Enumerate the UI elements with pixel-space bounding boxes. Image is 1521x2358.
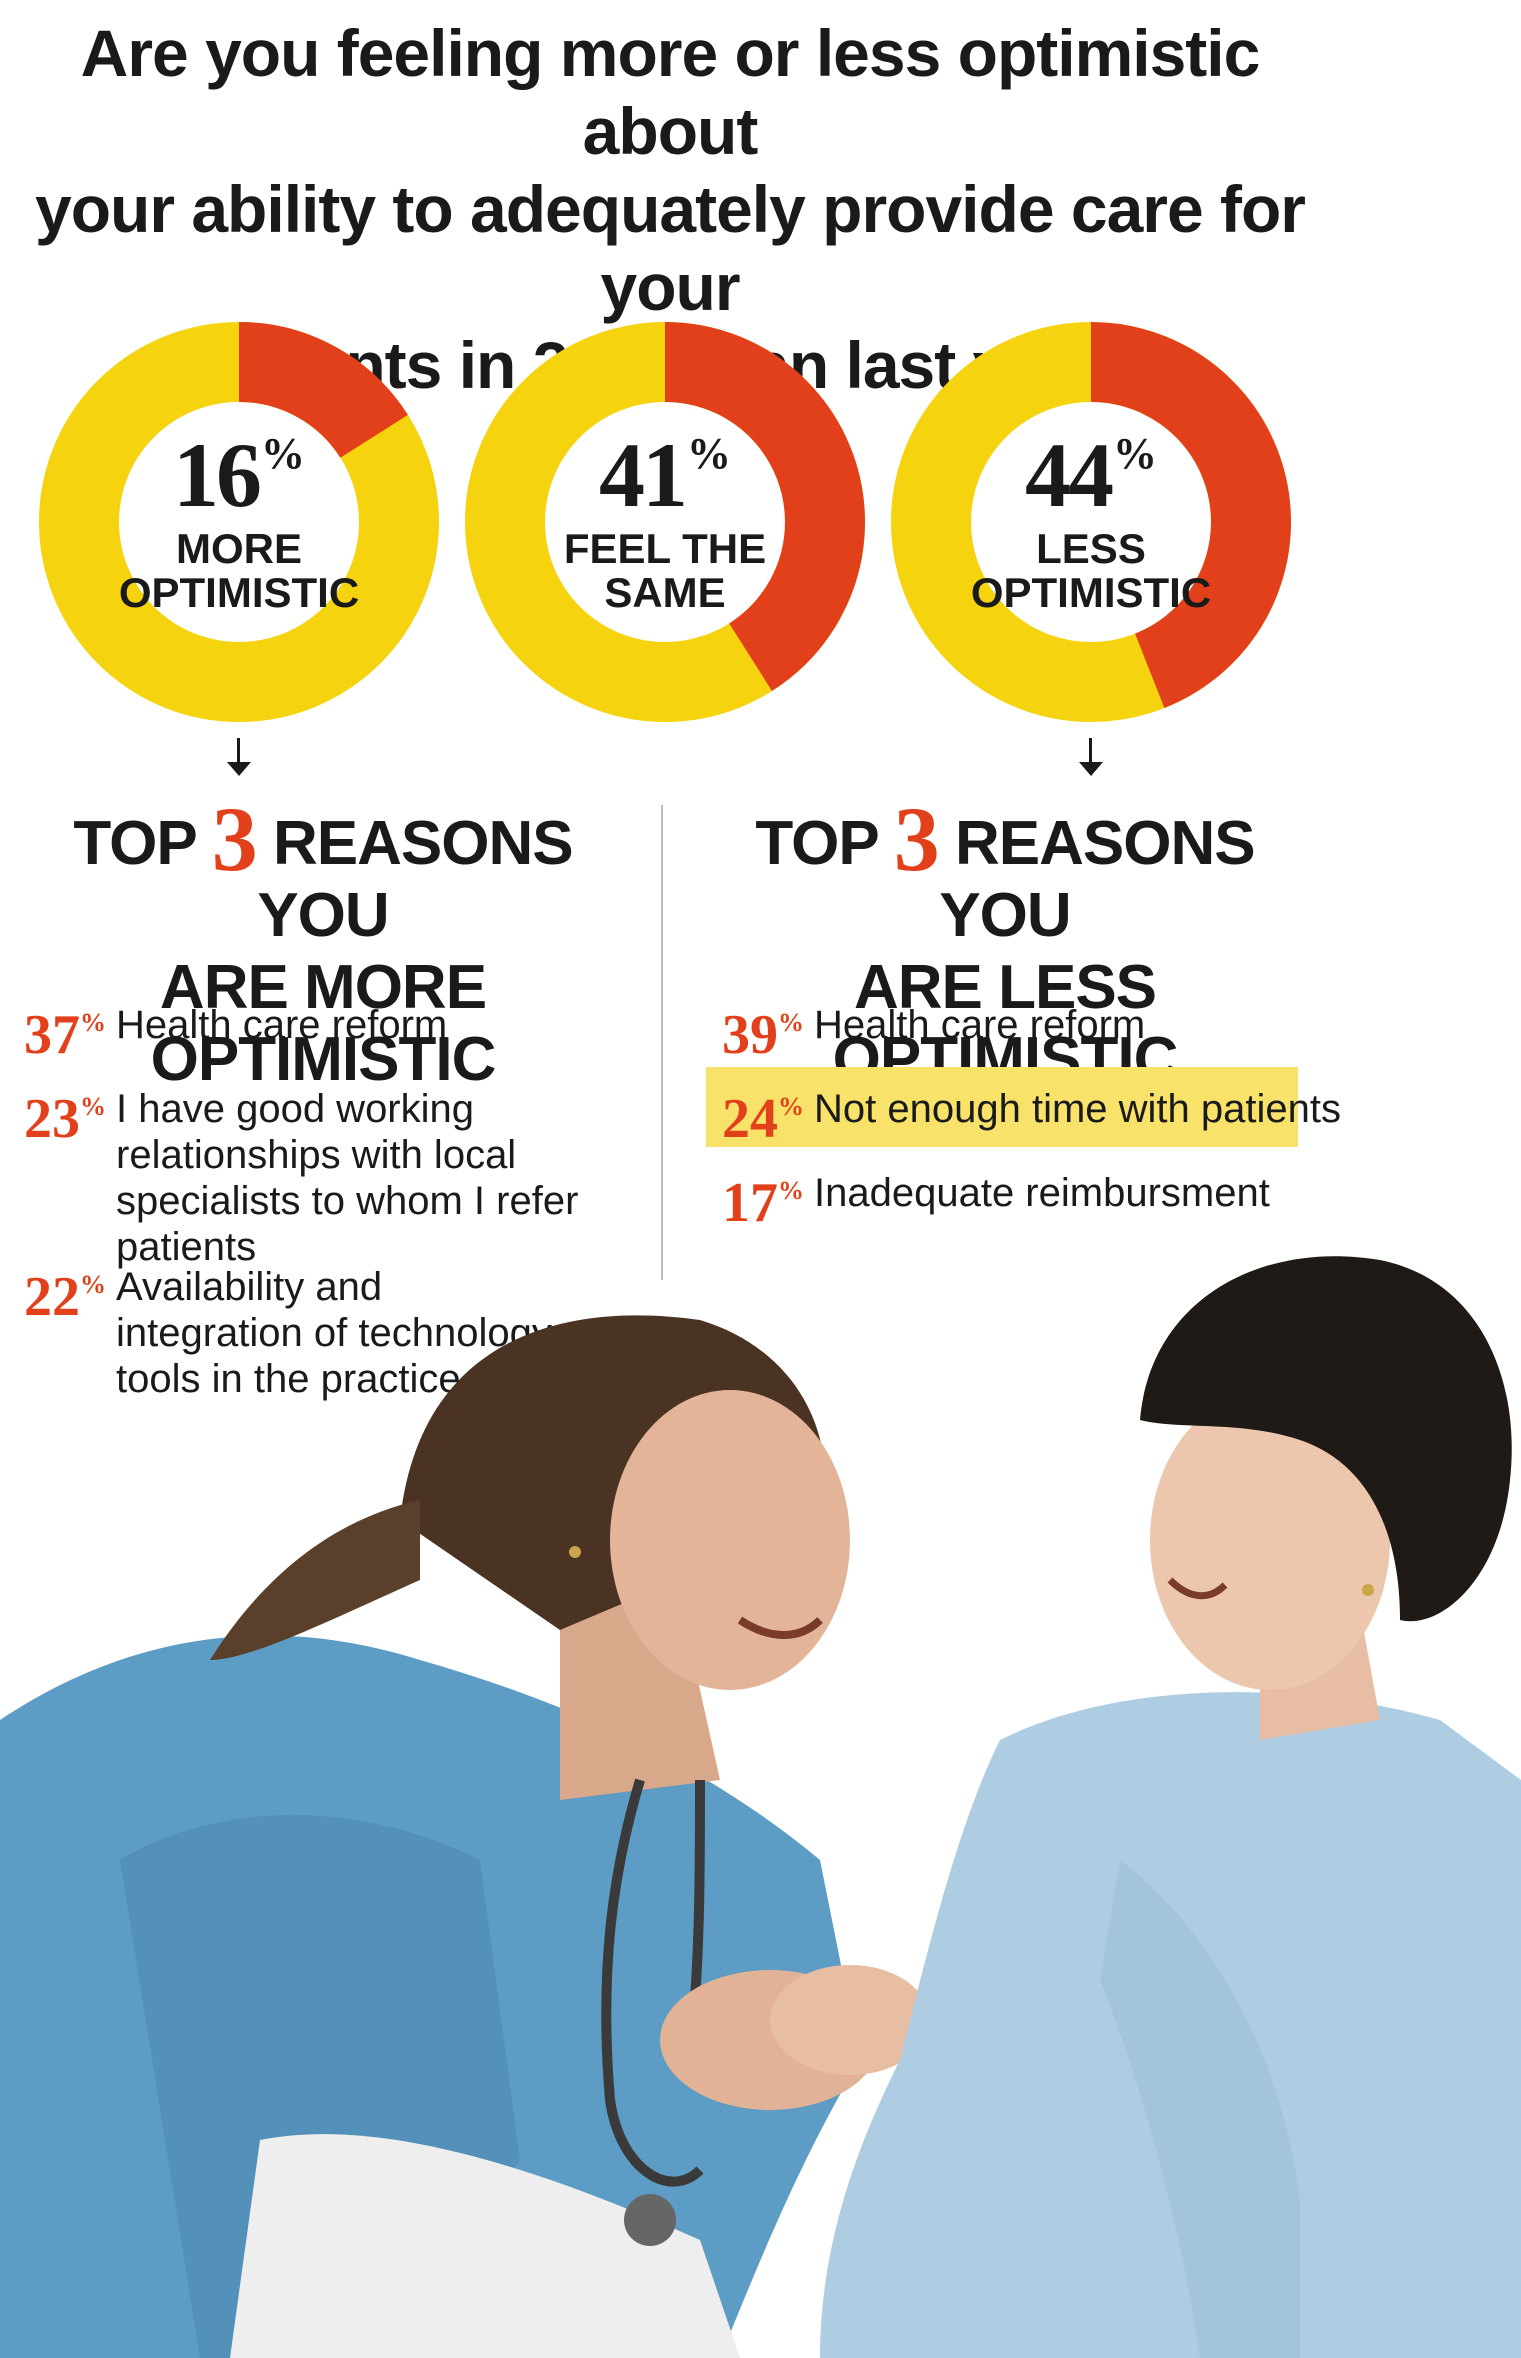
title-line-2: your ability to adequately provide care … <box>34 172 1306 324</box>
donut-caption-line1: MORE <box>176 525 302 572</box>
reason-percentage: 39% <box>722 998 804 1063</box>
donut-slice-value <box>39 322 439 722</box>
heading-line-2: ARE MORE OPTIMISTIC <box>150 953 497 1094</box>
donut-value: 41 <box>599 424 688 526</box>
donut-slice-value <box>465 322 865 722</box>
donut-chart-svg <box>891 322 1291 722</box>
heading-number: 3 <box>893 788 940 890</box>
donut-caption-line1: FEEL THE <box>563 525 767 572</box>
heading-line-1: TOP 3 REASONS YOU <box>18 793 628 952</box>
donut-caption-line2: OPTIMISTIC <box>970 569 1212 616</box>
heading-suffix: REASONS YOU <box>938 809 1255 950</box>
donut-chart-svg <box>39 322 439 722</box>
donut-label: 16% MORE OPTIMISTIC <box>37 428 441 615</box>
heading-suffix: REASONS YOU <box>256 809 573 950</box>
reason-value: 23 <box>24 1088 80 1150</box>
percent-sign: % <box>261 429 305 478</box>
reason-percentage: 37% <box>24 998 106 1063</box>
donut-label: 44% LESS OPTIMISTIC <box>889 428 1293 615</box>
heading-prefix: TOP <box>755 809 894 878</box>
reason-text: Not enough time with patients <box>814 1087 1341 1131</box>
percent-sign: % <box>687 429 731 478</box>
heading-prefix: TOP <box>73 809 212 878</box>
list-item: 23% I have good working relationships wi… <box>24 1082 644 1270</box>
percent-sign: % <box>80 1270 106 1299</box>
donut-caption-line1: LESS <box>1036 525 1146 572</box>
nurse-and-child-photo <box>0 1256 1521 2358</box>
reason-value: 37 <box>24 1004 80 1066</box>
reason-percentage: 23% <box>24 1082 106 1147</box>
reason-percentage: 17% <box>722 1166 804 1231</box>
reason-text: I have good working relationships with l… <box>116 1087 579 1269</box>
donut-more-optimistic: 16% MORE OPTIMISTIC <box>37 320 441 724</box>
reason-value: 22 <box>24 1266 80 1328</box>
percent-sign: % <box>80 1008 106 1037</box>
percent-sign: % <box>778 1008 804 1037</box>
down-arrow-icon <box>1079 738 1103 778</box>
percent-sign: % <box>778 1092 804 1121</box>
list-item: 39% Health care reform <box>722 998 1362 1063</box>
donut-percentage: 44% <box>889 428 1293 521</box>
reason-value: 17 <box>722 1172 778 1234</box>
reason-text: Inadequate reimbursment <box>814 1171 1270 1215</box>
donut-caption-line2: SAME <box>604 569 726 616</box>
donut-slice-value <box>891 322 1291 722</box>
list-item: 17% Inadequate reimbursment <box>722 1166 1362 1231</box>
reason-text: Health care reform <box>116 1003 448 1047</box>
donut-caption-line2: OPTIMISTIC <box>118 569 360 616</box>
donut-feel-the-same: 41% FEEL THE SAME <box>463 320 867 724</box>
column-divider <box>661 805 663 1280</box>
highlight-box <box>706 1067 1298 1147</box>
donut-less-optimistic: 44% LESS OPTIMISTIC <box>889 320 1293 724</box>
less-optimistic-heading: TOP 3 REASONS YOU ARE LESS OPTIMISTIC <box>700 793 1310 1096</box>
percent-sign: % <box>778 1176 804 1205</box>
reason-text: Health care reform <box>814 1003 1146 1047</box>
reason-percentage: 22% <box>24 1260 106 1325</box>
donut-label: 41% FEEL THE SAME <box>463 428 867 615</box>
reason-value: 39 <box>722 1004 778 1066</box>
more-optimistic-heading: TOP 3 REASONS YOU ARE MORE OPTIMISTIC <box>18 793 628 1096</box>
donut-chart-svg <box>465 322 865 722</box>
percent-sign: % <box>80 1092 106 1121</box>
percent-sign: % <box>1113 429 1157 478</box>
down-arrow-icon <box>227 738 251 778</box>
list-item: 24% Not enough time with patients <box>722 1082 1362 1147</box>
reason-text: Availability and integration of technolo… <box>116 1265 552 1401</box>
donut-value: 44 <box>1025 424 1114 526</box>
reason-percentage: 24% <box>722 1082 804 1147</box>
heading-line-1: TOP 3 REASONS YOU <box>700 793 1310 952</box>
donut-percentage: 16% <box>37 428 441 521</box>
heading-number: 3 <box>211 788 258 890</box>
donut-percentage: 41% <box>463 428 867 521</box>
donut-value: 16 <box>173 424 262 526</box>
title-line-1: Are you feeling more or less optimistic … <box>80 16 1261 168</box>
list-item: 22% Availability and integration of tech… <box>24 1260 644 1402</box>
list-item: 37% Health care reform <box>24 998 644 1063</box>
reason-value: 24 <box>722 1088 778 1150</box>
